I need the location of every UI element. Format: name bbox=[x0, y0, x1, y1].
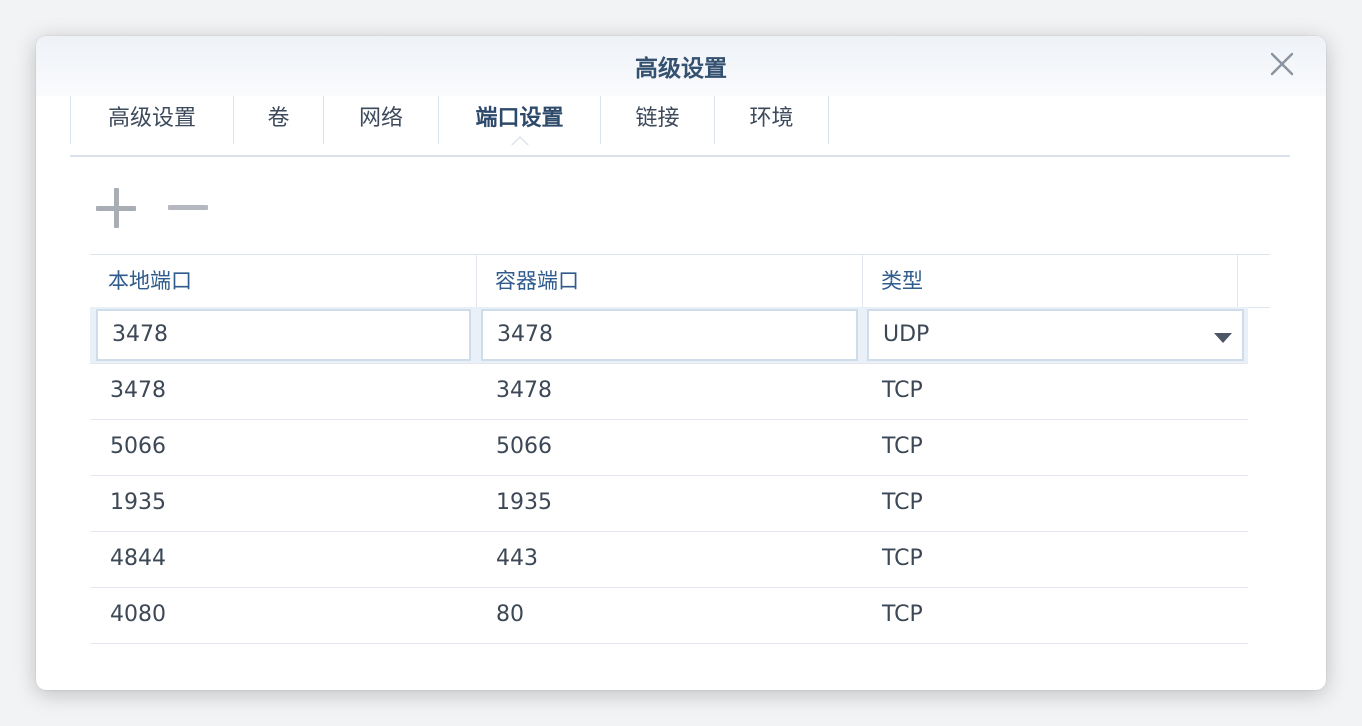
tab-label: 网络 bbox=[358, 106, 403, 131]
tab-volume[interactable]: 卷 bbox=[233, 96, 323, 144]
local-port-cell: 5066 bbox=[110, 434, 166, 459]
active-tab-pointer-fill bbox=[511, 138, 528, 146]
tab-links[interactable]: 链接 bbox=[600, 96, 714, 144]
local-port-cell: 4844 bbox=[110, 546, 166, 571]
column-header-local-port[interactable]: 本地端口 bbox=[90, 255, 477, 307]
container-port-cell: 3478 bbox=[496, 378, 552, 403]
local-port-cell: 1935 bbox=[110, 490, 166, 515]
tab-label: 端口设置 bbox=[475, 106, 564, 131]
tab-advanced-settings[interactable]: 高级设置 bbox=[70, 96, 233, 144]
type-cell: TCP bbox=[882, 490, 923, 515]
table-row[interactable]: 3478 3478 TCP bbox=[90, 363, 1248, 420]
plus-icon bbox=[96, 188, 136, 228]
port-table: 本地端口 容器端口 类型 3478 3478 UDP 3478 3478 TCP… bbox=[90, 254, 1270, 644]
table-row[interactable]: 4844 443 TCP bbox=[90, 531, 1248, 588]
local-port-cell: 3478 bbox=[110, 378, 166, 403]
table-header: 本地端口 容器端口 类型 bbox=[90, 254, 1270, 308]
tab-environment[interactable]: 环境 bbox=[714, 96, 829, 144]
column-header-container-port[interactable]: 容器端口 bbox=[477, 255, 863, 307]
dialog-titlebar: 高级设置 bbox=[36, 36, 1326, 96]
tab-label: 环境 bbox=[749, 106, 794, 131]
add-port-button[interactable] bbox=[94, 186, 138, 230]
type-select-value: UDP bbox=[883, 322, 930, 347]
container-port-cell: 1935 bbox=[496, 490, 552, 515]
container-port-cell: 80 bbox=[496, 602, 524, 627]
table-row-editing[interactable]: 3478 3478 UDP bbox=[90, 307, 1248, 364]
tab-label: 高级设置 bbox=[107, 106, 196, 131]
column-header-type[interactable]: 类型 bbox=[863, 255, 1238, 307]
tab-network[interactable]: 网络 bbox=[323, 96, 438, 144]
advanced-settings-dialog: 高级设置 高级设置 卷 网络 端口设置 链接 环境 bbox=[36, 36, 1326, 690]
tab-label: 链接 bbox=[635, 106, 680, 131]
minus-icon bbox=[168, 205, 208, 210]
type-cell: TCP bbox=[882, 602, 923, 627]
container-port-cell: 5066 bbox=[496, 434, 552, 459]
tab-bar: 高级设置 卷 网络 端口设置 链接 环境 bbox=[70, 96, 829, 146]
type-cell: TCP bbox=[882, 434, 923, 459]
close-icon[interactable] bbox=[1268, 50, 1296, 78]
dialog-title: 高级设置 bbox=[635, 56, 727, 82]
container-port-cell: 443 bbox=[496, 546, 538, 571]
tab-label: 卷 bbox=[267, 106, 290, 131]
table-row[interactable]: 1935 1935 TCP bbox=[90, 475, 1248, 532]
local-port-cell: 4080 bbox=[110, 602, 166, 627]
table-row[interactable]: 4080 80 TCP bbox=[90, 587, 1248, 644]
container-port-input[interactable]: 3478 bbox=[481, 309, 858, 361]
type-cell: TCP bbox=[882, 378, 923, 403]
tab-underline bbox=[70, 155, 1290, 157]
local-port-input[interactable]: 3478 bbox=[96, 309, 471, 361]
tab-port-settings[interactable]: 端口设置 bbox=[438, 96, 600, 146]
table-row[interactable]: 5066 5066 TCP bbox=[90, 419, 1248, 476]
chevron-down-icon bbox=[1214, 333, 1232, 343]
type-cell: TCP bbox=[882, 546, 923, 571]
type-select[interactable]: UDP bbox=[867, 309, 1244, 361]
remove-port-button[interactable] bbox=[166, 186, 210, 230]
